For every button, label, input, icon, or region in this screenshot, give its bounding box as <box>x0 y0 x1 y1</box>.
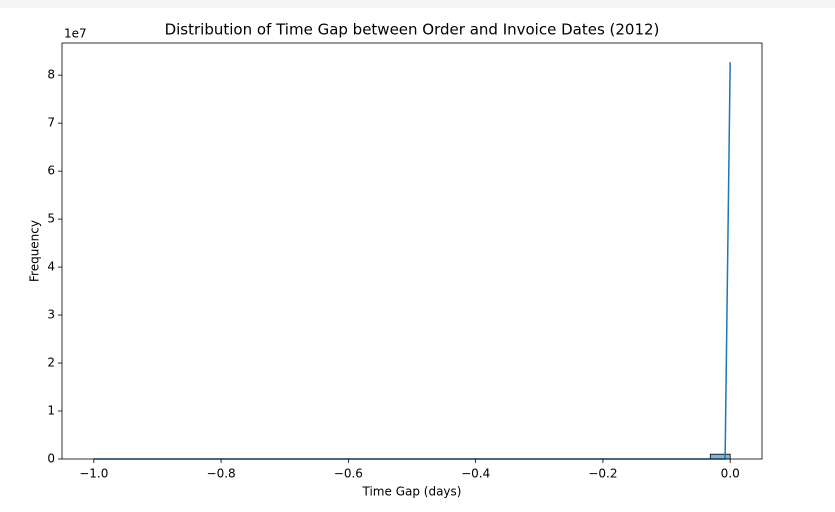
y-axis-label: Frequency <box>28 220 42 282</box>
y-tick-label: 4 <box>47 260 55 274</box>
x-axis-label: Time Gap (days) <box>362 485 462 499</box>
x-tick-label: −1.0 <box>79 467 108 481</box>
x-tick-label: −0.8 <box>207 467 236 481</box>
y-tick-label: 5 <box>47 212 55 226</box>
x-tick-label: 0.0 <box>721 467 740 481</box>
y-tick-label: 6 <box>47 164 55 178</box>
y-tick-label: 8 <box>47 68 55 82</box>
kde-line <box>93 62 731 460</box>
y-offset-label: 1e7 <box>64 27 87 41</box>
x-tick-label: −0.4 <box>461 467 490 481</box>
y-tick-label: 3 <box>47 308 55 322</box>
y-tick-label: 2 <box>47 356 55 370</box>
y-tick-label: 7 <box>47 116 55 130</box>
code-cell-strip <box>0 0 835 8</box>
y-tick-label: 0 <box>47 452 55 466</box>
chart-title: Distribution of Time Gap between Order a… <box>165 21 660 39</box>
x-tick-label: −0.6 <box>334 467 363 481</box>
y-tick-label: 1 <box>47 404 55 418</box>
x-tick-label: −0.2 <box>588 467 617 481</box>
plot-frame <box>61 42 763 460</box>
